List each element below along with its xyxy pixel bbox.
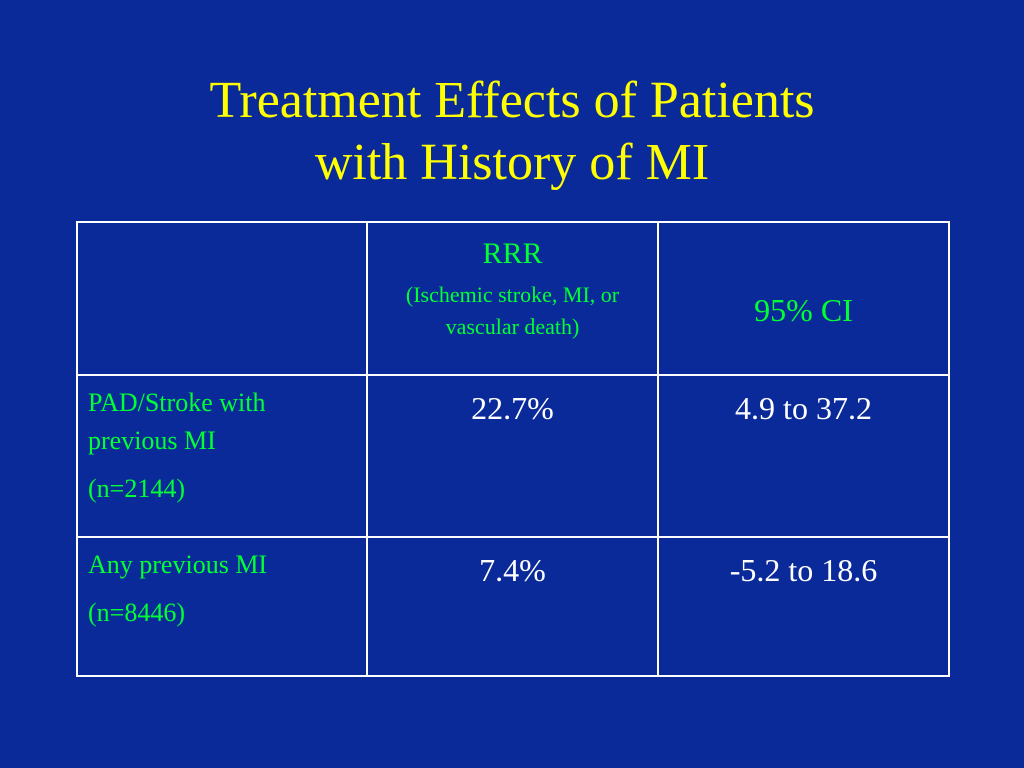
table-row: Any previous MI (n=8446) 7.4% -5.2 to 18…: [76, 536, 950, 677]
slide-title: Treatment Effects of Patients with Histo…: [0, 70, 1024, 194]
row-rrr-value: 7.4%: [366, 536, 659, 677]
row-label-cell: Any previous MI (n=8446): [76, 536, 368, 677]
row-sample-size: (n=8446): [88, 598, 185, 627]
row-ci-value: -5.2 to 18.6: [657, 536, 950, 677]
row-rrr-value: 22.7%: [366, 374, 659, 538]
row-label: PAD/Stroke with previous MI: [88, 388, 266, 455]
title-line-1: Treatment Effects of Patients: [209, 72, 815, 129]
row-ci-value: 4.9 to 37.2: [657, 374, 950, 538]
row-label: Any previous MI: [88, 550, 268, 579]
header-rrr-cell: RRR (Ischemic stroke, MI, or vascular de…: [366, 221, 659, 376]
row-label-cell: PAD/Stroke with previous MI (n=2144): [76, 374, 368, 538]
header-rrr-sublabel: (Ischemic stroke, MI, or vascular death): [405, 282, 620, 339]
table-header-row: RRR (Ischemic stroke, MI, or vascular de…: [76, 221, 950, 376]
header-ci-cell: 95% CI: [657, 221, 950, 376]
header-rrr-label: RRR: [482, 237, 543, 270]
table-row: PAD/Stroke with previous MI (n=2144) 22.…: [76, 374, 950, 538]
results-table: RRR (Ischemic stroke, MI, or vascular de…: [76, 221, 950, 677]
header-empty-cell: [76, 221, 368, 376]
title-line-2: with History of MI: [314, 134, 710, 191]
row-sample-size: (n=2144): [88, 474, 185, 503]
header-ci-label: 95% CI: [754, 292, 853, 328]
